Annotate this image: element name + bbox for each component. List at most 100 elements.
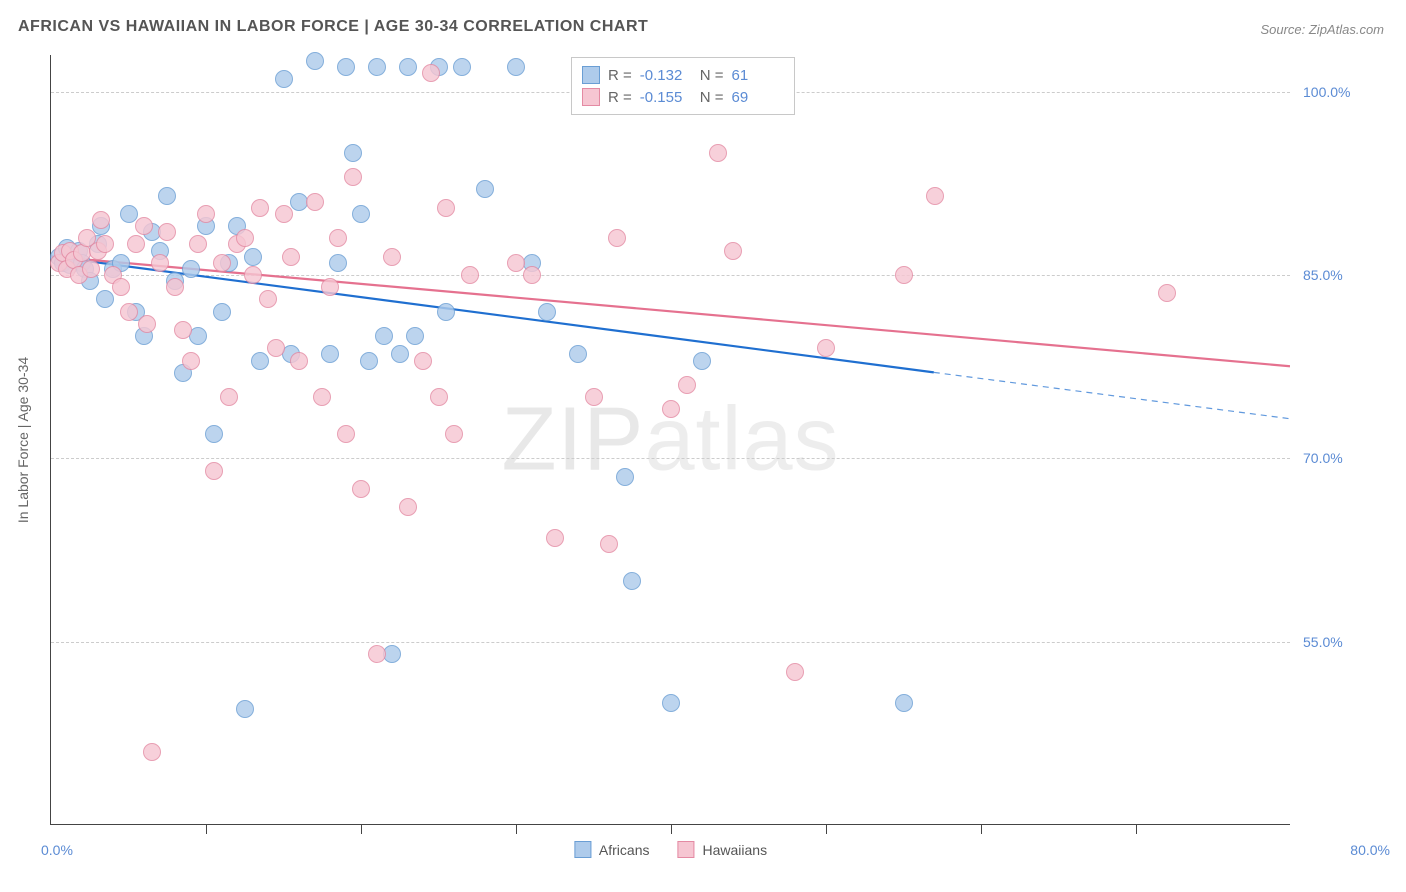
data-point-africans — [437, 303, 455, 321]
data-point-hawaiians — [329, 229, 347, 247]
swatch-hawaiians — [582, 88, 600, 106]
data-point-hawaiians — [275, 205, 293, 223]
data-point-africans — [244, 248, 262, 266]
stats-row-hawaiians: R = -0.155 N = 69 — [582, 86, 784, 108]
data-point-hawaiians — [321, 278, 339, 296]
data-point-hawaiians — [399, 498, 417, 516]
data-point-africans — [213, 303, 231, 321]
data-point-hawaiians — [817, 339, 835, 357]
legend-swatch-hawaiians — [677, 841, 694, 858]
chart-plot-area: ZIPatlas In Labor Force | Age 30-34 55.0… — [50, 55, 1290, 825]
x-tick — [1136, 824, 1137, 834]
stats-row-africans: R = -0.132 N = 61 — [582, 64, 784, 86]
legend-swatch-africans — [574, 841, 591, 858]
legend-item-africans: Africans — [574, 841, 650, 858]
data-point-africans — [693, 352, 711, 370]
data-point-africans — [158, 187, 176, 205]
data-point-africans — [895, 694, 913, 712]
data-point-hawaiians — [127, 235, 145, 253]
data-point-hawaiians — [546, 529, 564, 547]
data-point-hawaiians — [251, 199, 269, 217]
data-point-hawaiians — [523, 266, 541, 284]
data-point-hawaiians — [213, 254, 231, 272]
data-point-africans — [352, 205, 370, 223]
r-value-africans: -0.132 — [640, 67, 692, 84]
data-point-africans — [399, 58, 417, 76]
data-point-hawaiians — [120, 303, 138, 321]
data-point-hawaiians — [151, 254, 169, 272]
data-point-africans — [251, 352, 269, 370]
data-point-hawaiians — [1158, 284, 1176, 302]
data-point-africans — [360, 352, 378, 370]
data-point-hawaiians — [158, 223, 176, 241]
data-point-africans — [189, 327, 207, 345]
data-point-africans — [623, 572, 641, 590]
data-point-hawaiians — [430, 388, 448, 406]
data-point-africans — [569, 345, 587, 363]
data-point-hawaiians — [662, 400, 680, 418]
data-point-africans — [120, 205, 138, 223]
x-tick — [981, 824, 982, 834]
data-point-hawaiians — [437, 199, 455, 217]
y-tick-label: 85.0% — [1303, 267, 1368, 283]
chart-title: AFRICAN VS HAWAIIAN IN LABOR FORCE | AGE… — [18, 18, 648, 36]
data-point-hawaiians — [422, 64, 440, 82]
gridline — [51, 275, 1290, 276]
y-tick-label: 55.0% — [1303, 634, 1368, 650]
data-point-africans — [538, 303, 556, 321]
data-point-hawaiians — [352, 480, 370, 498]
x-axis-max-label: 80.0% — [1310, 842, 1390, 858]
data-point-hawaiians — [244, 266, 262, 284]
y-axis-title: In Labor Force | Age 30-34 — [15, 356, 31, 522]
legend-label-africans: Africans — [599, 842, 650, 858]
y-tick-label: 70.0% — [1303, 450, 1368, 466]
data-point-africans — [507, 58, 525, 76]
legend-label-hawaiians: Hawaiians — [702, 842, 767, 858]
data-point-hawaiians — [306, 193, 324, 211]
data-point-africans — [329, 254, 347, 272]
x-axis-min-label: 0.0% — [41, 842, 73, 858]
x-tick — [826, 824, 827, 834]
y-tick-label: 100.0% — [1303, 84, 1368, 100]
data-point-africans — [383, 645, 401, 663]
data-point-africans — [375, 327, 393, 345]
x-tick — [671, 824, 672, 834]
x-tick — [516, 824, 517, 834]
gridline — [51, 642, 1290, 643]
data-point-hawaiians — [895, 266, 913, 284]
data-point-hawaiians — [166, 278, 184, 296]
data-point-africans — [391, 345, 409, 363]
data-point-africans — [275, 70, 293, 88]
data-point-africans — [96, 290, 114, 308]
data-point-hawaiians — [337, 425, 355, 443]
data-point-hawaiians — [585, 388, 603, 406]
data-point-hawaiians — [414, 352, 432, 370]
source-attribution: Source: ZipAtlas.com — [1260, 22, 1384, 37]
data-point-africans — [182, 260, 200, 278]
x-tick — [206, 824, 207, 834]
data-point-hawaiians — [197, 205, 215, 223]
data-point-hawaiians — [383, 248, 401, 266]
data-point-hawaiians — [267, 339, 285, 357]
data-point-hawaiians — [445, 425, 463, 443]
data-point-africans — [306, 52, 324, 70]
data-point-africans — [337, 58, 355, 76]
bottom-legend: Africans Hawaiians — [574, 841, 767, 858]
data-point-hawaiians — [344, 168, 362, 186]
data-point-hawaiians — [143, 743, 161, 761]
data-point-africans — [321, 345, 339, 363]
data-point-hawaiians — [96, 235, 114, 253]
data-point-hawaiians — [290, 352, 308, 370]
swatch-africans — [582, 66, 600, 84]
data-point-hawaiians — [138, 315, 156, 333]
gridline — [51, 458, 1290, 459]
data-point-africans — [236, 700, 254, 718]
data-point-africans — [368, 58, 386, 76]
r-value-hawaiians: -0.155 — [640, 89, 692, 106]
data-point-hawaiians — [236, 229, 254, 247]
data-point-hawaiians — [786, 663, 804, 681]
data-point-hawaiians — [135, 217, 153, 235]
n-value-hawaiians: 69 — [732, 89, 784, 106]
data-point-hawaiians — [220, 388, 238, 406]
data-point-hawaiians — [259, 290, 277, 308]
